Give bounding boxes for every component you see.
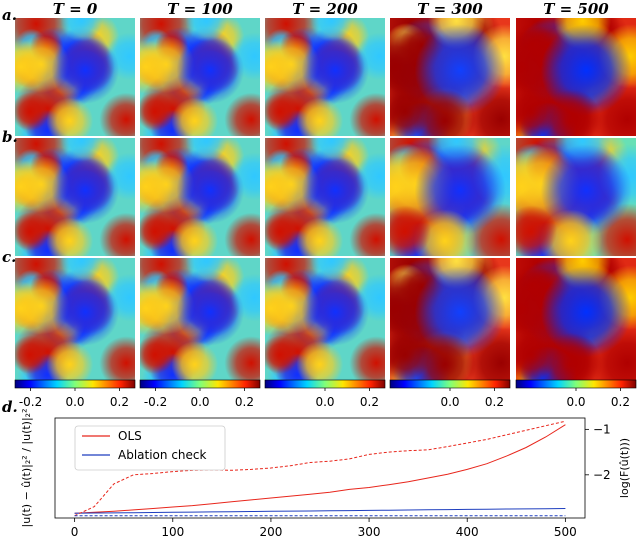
plot-frame bbox=[54, 417, 586, 519]
column-title-1: T = 100 bbox=[167, 0, 233, 18]
y2-tick-label: −1 bbox=[593, 422, 611, 436]
row-label-a: a. bbox=[2, 6, 17, 24]
heatmap-panel-r0-c3 bbox=[390, 18, 510, 136]
y-axis-label: |u(t) − û(t)|₂² / |u(t)|₂² bbox=[20, 409, 33, 528]
colorbar-tick-label: 0.0 bbox=[440, 395, 459, 409]
colorbar-1: -0.2 0.0 0.2 bbox=[139, 379, 261, 409]
heatmap-grid bbox=[15, 18, 636, 380]
error-line-chart: 0 100 200 300 400 500 −1 −2 |u(t) − û(t)|₂² / |u… bbox=[20, 409, 631, 539]
row-label-c: c. bbox=[2, 248, 16, 266]
heatmap-panel-r2-c2 bbox=[265, 258, 385, 380]
colorbar-row: -0.2 0.0 0.2 -0.2 0.0 0.2 0.0 0.2 0.0 0.2 0.0 0.2 bbox=[14, 379, 637, 409]
series-line-1 bbox=[74, 508, 566, 514]
colorbar-tick-label: 0.0 bbox=[190, 395, 209, 409]
heatmap-panel-r1-c1 bbox=[140, 138, 260, 256]
colorbar-tick-label: 0.2 bbox=[485, 395, 504, 409]
colorbar-3: 0.0 0.2 bbox=[389, 379, 511, 409]
x-tick-label: 400 bbox=[456, 525, 479, 539]
colorbar-tick-label: 0.2 bbox=[611, 395, 630, 409]
row-label-b: b. bbox=[2, 128, 18, 146]
heatmap-panel-r2-c1 bbox=[140, 258, 260, 380]
legend-entry: Ablation check bbox=[118, 448, 206, 462]
series-line-0 bbox=[74, 424, 566, 514]
colorbar-2: 0.0 0.2 bbox=[264, 379, 386, 409]
colorbar-tick-label: 0.2 bbox=[360, 395, 379, 409]
colorbar-tick-label: 0.0 bbox=[315, 395, 334, 409]
column-title-4: T = 500 bbox=[543, 0, 609, 18]
x-tick-label: 200 bbox=[259, 525, 282, 539]
heatmap-panel-r2-c3 bbox=[390, 258, 510, 380]
heatmap-panel-r0-c0 bbox=[15, 18, 135, 136]
legend-entry: OLS bbox=[118, 429, 142, 443]
heatmap-panel-r0-c2 bbox=[265, 18, 385, 136]
colorbar-tick-label: 0.0 bbox=[65, 395, 84, 409]
heatmap-panel-r2-c0 bbox=[15, 258, 135, 380]
legend: OLS Ablation check bbox=[74, 425, 226, 471]
column-title-3: T = 300 bbox=[417, 0, 483, 18]
column-title-0: T = 0 bbox=[53, 0, 98, 18]
heatmap-panel-r1-c4 bbox=[516, 138, 636, 256]
series-line-2 bbox=[74, 420, 566, 517]
colorbar-tick-label: 0.0 bbox=[566, 395, 585, 409]
colorbar-0: -0.2 0.0 0.2 bbox=[14, 379, 136, 409]
colorbar-tick-label: 0.2 bbox=[235, 395, 254, 409]
colorbar-tick-label: -0.2 bbox=[19, 395, 42, 409]
heatmap-panel-r1-c3 bbox=[390, 138, 510, 256]
x-tick-label: 300 bbox=[358, 525, 381, 539]
x-tick-label: 0 bbox=[71, 525, 79, 539]
heatmap-panel-r1-c2 bbox=[265, 138, 385, 256]
y2-tick-label: −2 bbox=[593, 468, 611, 482]
colorbar-tick-label: 0.2 bbox=[110, 395, 129, 409]
x-tick-label: 500 bbox=[554, 525, 577, 539]
colorbar-tick-label: -0.2 bbox=[144, 395, 167, 409]
heatmap-panel-r2-c4 bbox=[516, 258, 636, 380]
y2-axis-label: log(F(û(t))) bbox=[618, 438, 631, 498]
column-title-2: T = 200 bbox=[292, 0, 358, 18]
heatmap-panel-r1-c0 bbox=[15, 138, 135, 256]
colorbar-4: 0.0 0.2 bbox=[515, 379, 637, 409]
x-tick-label: 100 bbox=[161, 525, 184, 539]
heatmap-panel-r0-c1 bbox=[140, 18, 260, 136]
row-label-d: d. bbox=[2, 398, 18, 416]
heatmap-panel-r0-c4 bbox=[516, 18, 636, 136]
